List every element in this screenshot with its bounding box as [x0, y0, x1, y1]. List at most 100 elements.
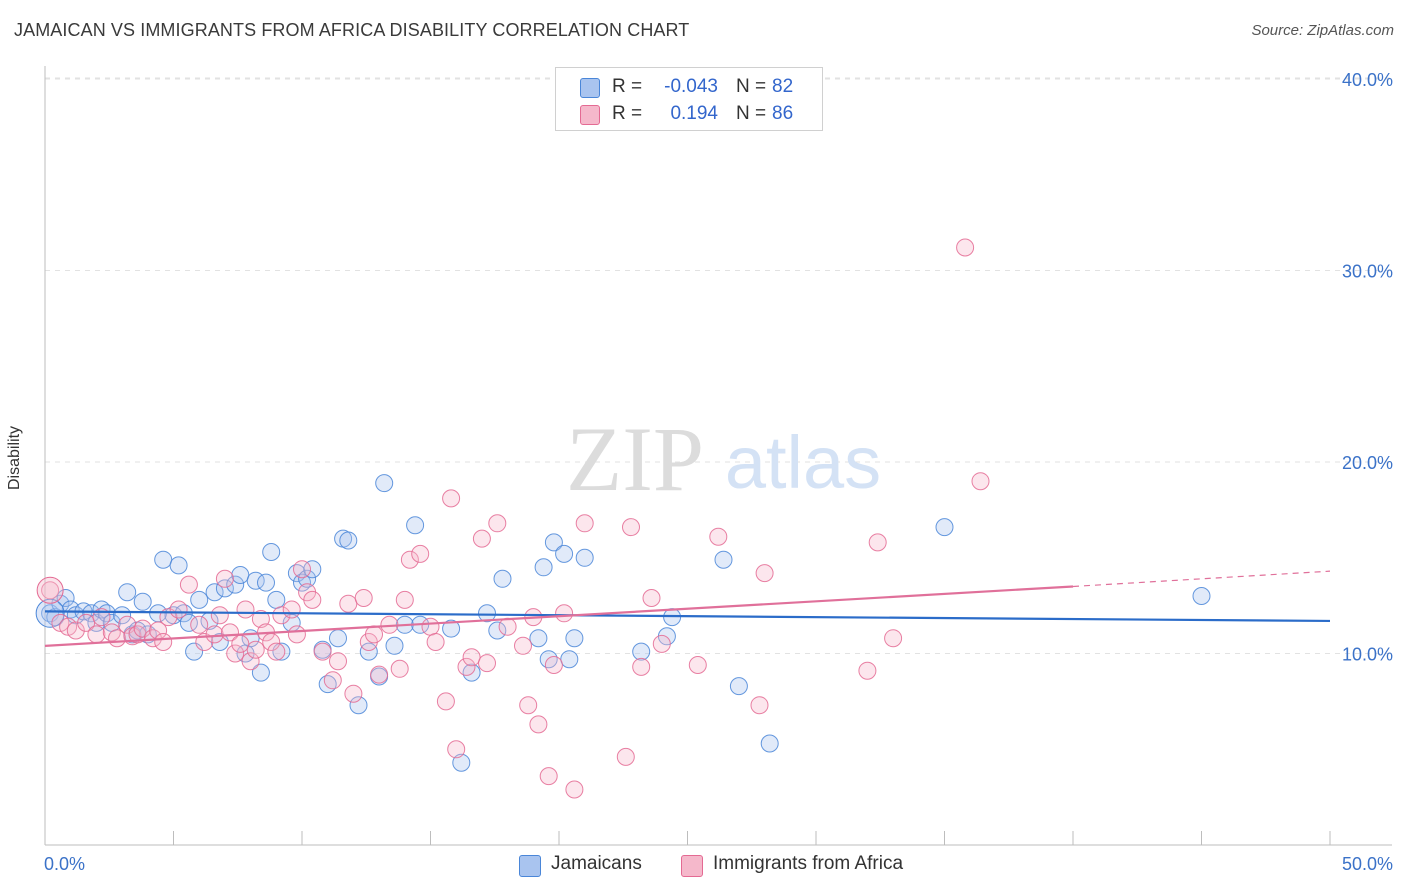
jamaican-point: [56, 589, 75, 607]
africa-point: [66, 621, 85, 640]
africa-point: [190, 615, 209, 634]
y-tick-labels: 10.0% 20.0% 30.0% 40.0%: [1342, 70, 1393, 665]
africa-point: [77, 613, 96, 632]
jamaican-point: [544, 533, 563, 552]
n-label: N =: [736, 103, 767, 124]
stats-row-jamaicans: R = -0.043 N = 82: [556, 74, 822, 102]
jamaican-point: [215, 579, 234, 598]
africa-point: [652, 634, 671, 653]
africa-point: [179, 575, 198, 594]
jamaican-point: [251, 663, 270, 682]
africa-swatch: [681, 855, 703, 877]
n-label: N =: [736, 76, 767, 97]
africa-point: [457, 657, 476, 676]
africa-point: [303, 590, 322, 609]
y-tick-label: 40.0%: [1342, 70, 1393, 90]
jamaican-point: [565, 629, 584, 648]
africa-point: [750, 696, 769, 715]
jamaican-point: [82, 604, 101, 623]
africa-point: [642, 589, 661, 607]
africa-point: [236, 600, 255, 619]
africa-point: [282, 600, 301, 619]
jamaican-point: [267, 590, 286, 609]
stats-row-africa: R = 0.194 N = 86: [556, 101, 822, 129]
africa-point: [565, 780, 584, 799]
jamaican-point: [385, 636, 404, 655]
africa-point: [169, 600, 188, 619]
jamaican-point: [226, 575, 245, 594]
jamaican-point: [493, 569, 512, 588]
jamaican-point: [632, 642, 651, 661]
legend-label: Immigrants from Africa: [713, 853, 904, 874]
africa-point: [210, 606, 229, 625]
africa-point: [313, 642, 332, 661]
africa-point: [478, 654, 496, 673]
x-tick-label: 0.0%: [44, 854, 85, 874]
r-value: -0.043: [664, 76, 718, 97]
y-tick-label: 20.0%: [1342, 453, 1393, 473]
africa-point: [616, 747, 635, 766]
africa-point: [462, 648, 481, 667]
jamaican-point: [714, 550, 733, 569]
africa-point: [411, 544, 430, 563]
jamaican-point: [442, 619, 461, 638]
axes: [44, 66, 1392, 846]
jamaicans-swatch: [580, 78, 600, 98]
jamaican-point: [339, 531, 358, 550]
jamaican-point: [488, 621, 507, 640]
jamaican-point: [329, 629, 347, 648]
africa-point: [329, 652, 347, 671]
r-value: 0.194: [670, 103, 718, 124]
africa-trend-line: [44, 585, 1074, 647]
africa-point: [488, 514, 507, 533]
africa-point: [498, 617, 517, 636]
source-label: Source: ZipAtlas.com: [1251, 22, 1394, 39]
jamaican-point: [452, 753, 471, 772]
africa-point: [755, 564, 774, 583]
africa-point: [246, 640, 265, 659]
africa-point: [231, 634, 250, 653]
africa-point: [529, 715, 548, 734]
africa-point: [622, 518, 640, 537]
watermark-atlas: atlas: [725, 421, 881, 504]
watermark-zip: ZIP: [566, 408, 704, 510]
africa-point: [688, 656, 707, 674]
legend: Jamaicans Immigrants from Africa: [0, 852, 1406, 878]
jamaican-point: [560, 650, 579, 669]
jamaican-point: [231, 566, 250, 584]
stats-box: R = -0.043 N = 82 R = 0.194 N = 86: [555, 67, 823, 131]
chart-title: JAMAICAN VS IMMIGRANTS FROM AFRICA DISAB…: [14, 20, 690, 40]
jamaican-point: [262, 543, 281, 561]
africa-point: [128, 625, 147, 644]
africa-point: [544, 656, 563, 674]
africa-point: [221, 623, 239, 642]
jamaican-point: [539, 650, 558, 669]
africa-point: [323, 671, 342, 690]
africa-point: [87, 625, 106, 644]
africa-point: [293, 560, 311, 579]
trend-lines: [44, 570, 1331, 647]
jamaican-point: [154, 550, 173, 569]
africa-point: [226, 644, 245, 663]
n-value: 86: [772, 103, 794, 124]
africa-point: [868, 533, 887, 552]
jamaican-point: [935, 518, 954, 537]
africa-point: [395, 590, 414, 609]
africa-point: [426, 633, 445, 651]
africa-trend-extension: [1072, 570, 1331, 588]
jamaican-point: [760, 734, 779, 753]
africa-point: [41, 581, 60, 600]
jamaican-point: [575, 548, 594, 567]
jamaican-point: [1192, 587, 1211, 605]
jamaicans-swatch: [519, 855, 541, 877]
n-value: 82: [772, 76, 794, 97]
y-tick-label: 30.0%: [1342, 262, 1393, 282]
africa-point: [514, 636, 532, 655]
jamaican-point: [205, 583, 224, 602]
africa-point: [421, 617, 440, 636]
jamaican-point: [303, 560, 322, 579]
africa-point: [272, 606, 291, 625]
jamaican-point: [529, 629, 548, 648]
y-tick-label: 10.0%: [1342, 645, 1393, 665]
jamaican-point: [133, 592, 152, 611]
